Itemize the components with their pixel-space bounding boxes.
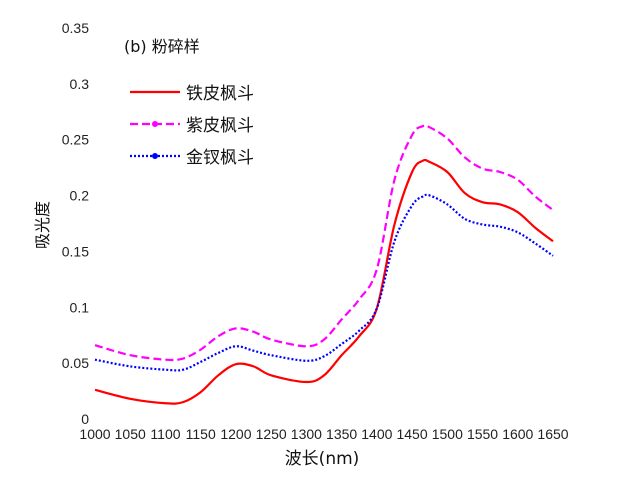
y-axis-label: 吸光度 bbox=[33, 201, 52, 249]
x-tick-label: 1150 bbox=[186, 426, 216, 442]
y-tick-label: 0.1 bbox=[70, 299, 90, 315]
y-tick-label: 0.35 bbox=[62, 20, 89, 36]
legend-label: 铁皮枫斗 bbox=[186, 84, 254, 104]
x-tick-label: 1200 bbox=[220, 426, 251, 442]
legend-marker bbox=[152, 121, 158, 127]
x-tick-label: 1550 bbox=[467, 426, 498, 442]
legend-label: 金钗枫斗 bbox=[186, 148, 254, 168]
y-tick-label: 0.05 bbox=[62, 355, 89, 371]
y-tick-label: 0.25 bbox=[62, 132, 89, 148]
x-tick-label: 1000 bbox=[79, 426, 110, 442]
series-line-3 bbox=[94, 193, 554, 372]
legend-marker bbox=[152, 153, 158, 159]
y-tick-label: 0.3 bbox=[70, 76, 90, 92]
x-axis-label: 波长(nm) bbox=[285, 449, 360, 469]
y-tick-label: 0 bbox=[81, 411, 89, 427]
x-axis-ticks: 1000 1050 1100 1150 1200 1250 1300 1350 1400 1450… bbox=[79, 426, 568, 442]
x-tick-label: 1400 bbox=[361, 426, 392, 442]
x-tick-label: 1650 bbox=[537, 426, 568, 442]
x-tick-label: 1050 bbox=[115, 426, 146, 442]
x-tick-label: 1250 bbox=[256, 426, 287, 442]
x-tick-label: 1600 bbox=[502, 426, 533, 442]
series-lines bbox=[94, 124, 554, 405]
x-tick-label: 1100 bbox=[150, 426, 180, 442]
y-axis-ticks: 0 0.05 0.1 0.15 0.2 0.25 0.3 0.35 bbox=[62, 20, 89, 427]
series-line-1 bbox=[94, 158, 554, 405]
chart-title: (b) 粉碎样 bbox=[124, 37, 200, 56]
x-tick-label: 1300 bbox=[291, 426, 322, 442]
y-tick-label: 0.2 bbox=[70, 188, 90, 204]
x-tick-label: 1500 bbox=[432, 426, 463, 442]
y-tick-label: 0.15 bbox=[62, 243, 89, 259]
x-tick-label: 1450 bbox=[396, 426, 427, 442]
legend-label: 紫皮枫斗 bbox=[186, 116, 254, 136]
series-line-2 bbox=[94, 124, 554, 362]
x-tick-label: 1350 bbox=[326, 426, 357, 442]
